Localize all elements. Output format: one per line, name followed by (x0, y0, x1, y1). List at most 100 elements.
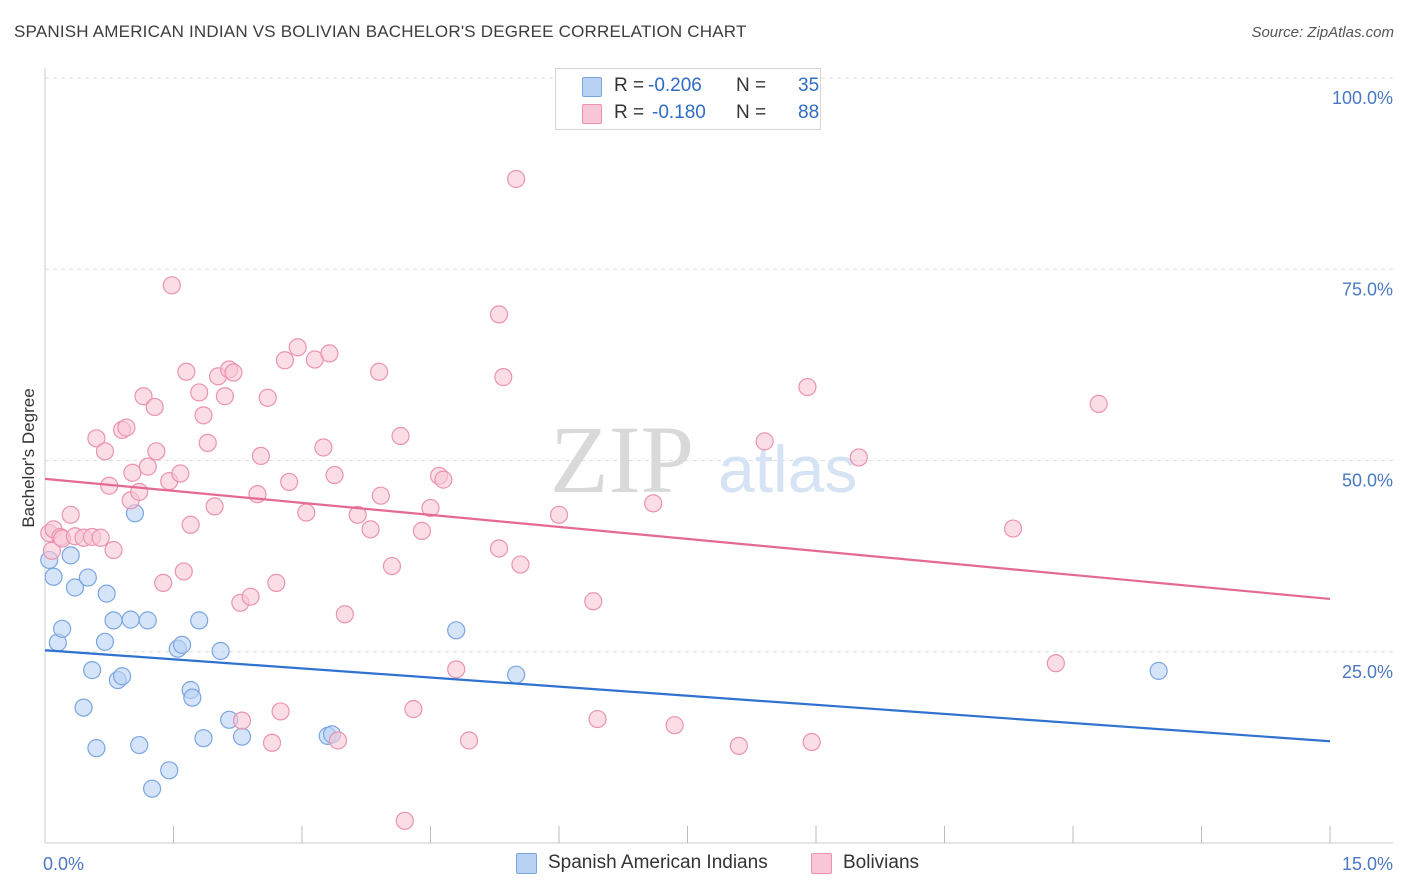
series-legend-label: Bolivians (843, 852, 920, 873)
point-bolivian (251, 446, 270, 466)
point-bolivian (171, 464, 190, 483)
point-bolivian (588, 709, 607, 729)
point-bolivian (391, 426, 410, 446)
x-tick-label-max: 15.0% (1342, 854, 1393, 874)
point-bolivian (320, 344, 339, 363)
legend-swatch-blue (582, 77, 602, 97)
point-bolivian (87, 429, 106, 448)
point-spanish-american-indian (121, 610, 140, 629)
point-bolivian (325, 465, 344, 485)
point-spanish-american-indian (97, 584, 116, 603)
point-spanish-american-indian (447, 621, 466, 640)
legend-r-label: R = (614, 75, 645, 96)
point-bolivian (61, 505, 80, 524)
axis-labels: Bachelor's Degree 0.0% 15.0% 25.0% 50.0% 7… (19, 88, 1393, 874)
point-spanish-american-indian (61, 546, 80, 565)
legend-swatch-pink (582, 104, 602, 124)
point-bolivian (1046, 654, 1065, 673)
y-tick-label: 100.0% (1332, 88, 1393, 108)
watermark: ZIP atlas (550, 406, 857, 513)
point-spanish-american-indian (211, 641, 230, 661)
point-spanish-american-indian (65, 578, 85, 597)
point-bolivian (549, 505, 569, 524)
point-bolivian (288, 338, 307, 357)
x-tick-label-min: 0.0% (43, 854, 84, 874)
point-spanish-american-indian (78, 568, 97, 587)
legend-n-label: N = (736, 75, 767, 96)
legend-n-label: N = (736, 102, 767, 123)
point-bolivian (232, 711, 252, 730)
point-spanish-american-indian (74, 698, 93, 717)
point-bolivian (849, 448, 868, 467)
point-bolivian (382, 556, 402, 576)
legend-r-label: R = (614, 102, 645, 123)
series-swatch-blue (516, 853, 537, 874)
point-bolivian (177, 362, 196, 381)
point-bolivian (130, 482, 149, 501)
data-points (40, 169, 1168, 830)
point-bolivian (267, 573, 286, 593)
point-spanish-american-indian (53, 619, 72, 638)
point-bolivian (190, 383, 209, 402)
y-tick-label: 75.0% (1342, 279, 1393, 299)
point-bolivian (42, 541, 61, 560)
point-spanish-american-indian (112, 667, 132, 686)
legend-n-value: 35 (798, 75, 820, 96)
point-bolivian (644, 494, 663, 513)
point-bolivian (271, 702, 290, 721)
grid-lines (45, 77, 1393, 653)
point-bolivian (328, 731, 348, 750)
series-swatch-pink (811, 853, 832, 874)
point-spanish-american-indian (87, 739, 106, 758)
point-bolivian (134, 387, 153, 406)
point-spanish-american-indian (190, 611, 209, 630)
point-bolivian (117, 418, 136, 437)
correlation-legend: R = -0.206 N = 35 R = -0.180 N = 88 (555, 68, 821, 130)
legend-r-value: -0.206 (648, 75, 702, 96)
point-bolivian (665, 716, 684, 735)
point-bolivian (755, 432, 774, 451)
point-spanish-american-indian (142, 779, 162, 798)
legend-n-value: 88 (798, 102, 820, 123)
point-bolivian (104, 540, 123, 560)
point-bolivian (91, 528, 110, 547)
point-bolivian (145, 397, 164, 417)
watermark-atlas: atlas (718, 432, 857, 506)
point-bolivian (215, 387, 234, 406)
point-bolivian (314, 438, 333, 457)
point-bolivian (412, 521, 432, 540)
point-bolivian (181, 515, 200, 534)
point-bolivian (489, 539, 509, 558)
point-bolivian (162, 276, 181, 295)
point-bolivian (404, 700, 423, 719)
point-spanish-american-indian (1149, 661, 1168, 680)
point-bolivian (489, 305, 509, 324)
point-spanish-american-indian (95, 632, 115, 651)
point-bolivian (802, 732, 821, 752)
point-bolivian (370, 362, 389, 381)
point-bolivian (275, 351, 294, 370)
point-bolivian (258, 388, 277, 407)
point-bolivian (335, 605, 354, 624)
point-bolivian (798, 377, 817, 397)
point-bolivian (138, 457, 157, 476)
point-bolivian (194, 406, 213, 425)
point-bolivian (361, 520, 380, 539)
y-tick-label: 50.0% (1342, 471, 1393, 491)
point-bolivian (395, 811, 414, 830)
point-bolivian (459, 731, 479, 750)
point-bolivian (494, 368, 513, 387)
point-spanish-american-indian (507, 665, 526, 684)
trend-line-bolivians (44, 477, 1331, 601)
y-tick-label: 25.0% (1342, 662, 1393, 682)
point-bolivian (447, 660, 466, 679)
watermark-zip: ZIP (550, 406, 694, 513)
point-bolivian (1089, 394, 1108, 413)
point-spanish-american-indian (104, 611, 123, 630)
legend-r-value: -0.180 (652, 102, 706, 123)
point-spanish-american-indian (183, 688, 202, 707)
point-bolivian (584, 592, 603, 611)
point-spanish-american-indian (83, 661, 102, 680)
chart-title: SPANISH AMERICAN INDIAN VS BOLIVIAN BACH… (14, 22, 747, 41)
point-bolivian (198, 433, 217, 453)
